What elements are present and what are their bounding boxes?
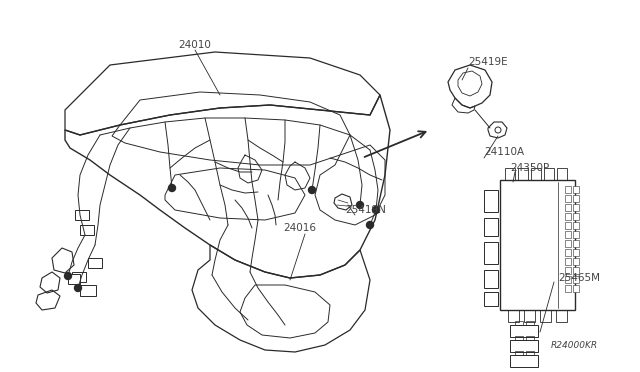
Bar xyxy=(565,213,571,220)
Bar xyxy=(573,258,579,265)
Bar xyxy=(573,204,579,211)
Bar xyxy=(565,204,571,211)
Bar xyxy=(573,276,579,283)
Text: R24000KR: R24000KR xyxy=(550,340,598,350)
Bar xyxy=(573,231,579,238)
Bar xyxy=(565,186,571,193)
Bar xyxy=(565,258,571,265)
Bar xyxy=(80,225,94,235)
Bar xyxy=(565,276,571,283)
Bar xyxy=(565,249,571,256)
Bar xyxy=(75,210,89,220)
Circle shape xyxy=(168,185,175,192)
Bar xyxy=(72,272,86,282)
Circle shape xyxy=(356,202,364,208)
Bar xyxy=(573,186,579,193)
Bar xyxy=(573,240,579,247)
Bar xyxy=(573,285,579,292)
Bar xyxy=(565,240,571,247)
Text: 25419N: 25419N xyxy=(345,205,386,215)
Bar xyxy=(565,285,571,292)
Text: 25465M: 25465M xyxy=(558,273,600,283)
Text: 24350P: 24350P xyxy=(510,163,549,173)
Circle shape xyxy=(74,285,81,292)
Bar xyxy=(565,231,571,238)
Bar xyxy=(573,195,579,202)
Text: 24010: 24010 xyxy=(179,40,211,50)
Bar xyxy=(573,213,579,220)
Text: 24016: 24016 xyxy=(284,223,317,233)
Circle shape xyxy=(372,206,380,214)
Bar xyxy=(68,274,80,284)
Bar xyxy=(565,267,571,274)
Bar xyxy=(80,285,96,296)
Bar xyxy=(573,267,579,274)
Bar xyxy=(565,195,571,202)
Bar xyxy=(573,249,579,256)
Text: 24110A: 24110A xyxy=(484,147,524,157)
Bar xyxy=(565,222,571,229)
Bar xyxy=(88,258,102,268)
Circle shape xyxy=(65,273,72,279)
Text: 25419E: 25419E xyxy=(468,57,508,67)
Circle shape xyxy=(367,221,374,228)
Bar xyxy=(573,222,579,229)
Circle shape xyxy=(308,186,316,193)
